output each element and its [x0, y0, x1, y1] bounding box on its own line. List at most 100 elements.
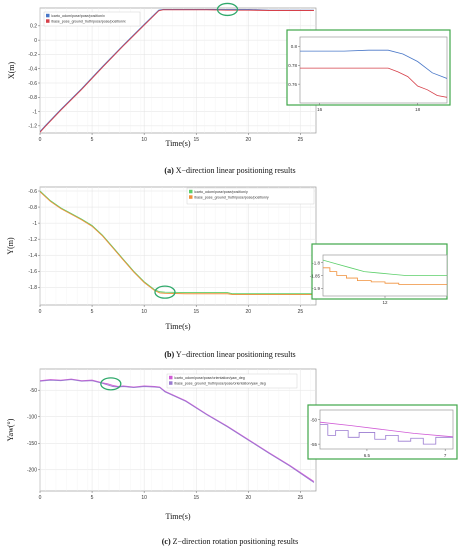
x-tick-label: 10	[141, 309, 147, 315]
series-line-c-1	[40, 379, 315, 483]
x-tick-label: 16	[317, 107, 323, 112]
x-tick-label: 5	[91, 309, 94, 315]
plot-area-c-inset	[319, 409, 454, 450]
x-tick-label: 15	[193, 495, 199, 501]
legend-swatch	[46, 13, 50, 18]
series-group-a	[40, 8, 314, 133]
chart-a-inset: 16 18 0.8 0.78 0.76	[286, 29, 451, 112]
series-group-c	[40, 378, 315, 483]
y-tick-label: -1.6	[28, 269, 37, 275]
legend-a: /carto_odom/pose/pose/position/x/base_po…	[43, 11, 141, 27]
y-tick-label: -0.4	[28, 67, 37, 73]
x-tick-label: 20	[246, 309, 252, 315]
legend-swatch	[46, 19, 50, 23]
y-tick-label: -1.8	[28, 285, 37, 291]
y-tick-label: -0.8	[28, 205, 37, 211]
caption-b-tag: (b)	[164, 350, 175, 359]
x-tick-label: 0	[39, 309, 42, 315]
series-line-b-0	[40, 190, 314, 295]
y-tick-label: -1.9	[312, 286, 320, 291]
y-tick-label: -0.6	[28, 81, 37, 87]
caption-c-text: Z−direction rotation positioning results	[172, 537, 299, 546]
grid-a	[39, 8, 316, 133]
chart-b: 0 5 10 15 20 25 -0.6 -0.8 -1 -1.2 -1.4 -1.6 -1.8 Time…	[6, 186, 317, 331]
chart-a: 0 5 10 15 20 25 0.2 0 -0.2 -0.4 -0.6 -0.8 -1 -1.2 Time…	[7, 2, 317, 148]
y-tick-label: 0	[34, 38, 37, 44]
x-tick-label: 10	[141, 137, 147, 143]
y-tick-label: -1.85	[310, 273, 321, 278]
y-tick-label: -1.2	[28, 237, 37, 243]
legend-label: /carto_odom/pose/pose/position/y	[194, 190, 248, 194]
x-tick-label: 0	[39, 137, 42, 143]
caption-c-tag: (c)	[161, 537, 171, 546]
x-tick-label: 25	[298, 495, 304, 501]
x-tick-label: 15	[193, 137, 199, 143]
caption-a: (a) X−direction linear positioning resul…	[0, 166, 460, 175]
series-line-b-inset-1	[323, 267, 447, 285]
y-tick-label: -0.6	[28, 189, 37, 195]
series-line-b-1	[40, 191, 314, 296]
series-group-c-inset	[320, 421, 453, 445]
y-tick-label: -150	[27, 441, 37, 447]
legend-swatch	[189, 195, 193, 199]
x-tick-label: 20	[246, 495, 252, 501]
plot-area-b	[39, 186, 317, 306]
plot-area-a	[39, 7, 317, 134]
x-tick-label: 10	[141, 495, 147, 501]
series-line-c-inset-1	[320, 424, 453, 445]
y-tick-label: -100	[27, 415, 37, 421]
y-axis-label: Y(m)	[6, 237, 15, 255]
y-tick-label: 0.78	[288, 63, 297, 68]
y-tick-label: -1	[33, 109, 38, 115]
highlight-ellipse-a	[216, 2, 239, 17]
series-line-a-inset-1	[300, 67, 447, 98]
legend-label: /carto_odom/pose/pose/orientation/yaw_de…	[174, 376, 245, 380]
legend-c: /carto_odom/pose/pose/orientation/yaw_de…	[166, 373, 298, 389]
y-tick-label: -1	[33, 221, 38, 227]
legend-label: /base_pose_ground_truth/pose/pose/orient…	[174, 382, 266, 386]
y-axis-label: Yaw(°)	[6, 418, 15, 441]
legend-label: /base_pose_ground_truth/pose/pose/positi…	[51, 20, 126, 24]
highlight-ellipse-c	[100, 377, 122, 391]
y-tick-label: -0.2	[28, 52, 37, 58]
grid-c	[39, 369, 316, 491]
x-tick-label: 18	[415, 107, 421, 112]
legend-swatch	[169, 375, 173, 380]
chart-c: 0 5 10 15 20 25 -50 -100 -150 -200 Time(s) Yaw(°) /c…	[6, 368, 317, 521]
x-tick-label: 25	[298, 137, 304, 143]
x-tick-label: 5	[91, 495, 94, 501]
y-tick-label: -0.8	[28, 95, 37, 101]
series-group-a-inset	[300, 49, 447, 98]
x-tick-label: 12	[382, 300, 388, 305]
legend-box	[186, 187, 315, 205]
legend-swatch	[169, 381, 173, 385]
highlight-ellipse-b	[154, 285, 176, 299]
x-axis-label: Time(s)	[165, 322, 190, 331]
plot-area-a-inset	[299, 36, 448, 104]
caption-c: (c) Z−direction rotation positioning res…	[0, 537, 460, 546]
y-axis-label: X(m)	[7, 62, 16, 80]
legend-b: /carto_odom/pose/pose/position/y/base_po…	[186, 187, 315, 205]
series-line-a-1	[40, 9, 314, 133]
x-tick-label: 6.5	[364, 453, 371, 458]
plot-area-c	[39, 368, 317, 492]
y-tick-label: 0.2	[30, 24, 37, 30]
series-group-b-inset	[323, 259, 447, 285]
caption-a-tag: (a)	[164, 166, 174, 175]
legend-swatch	[189, 189, 193, 194]
series-line-c-inset-0	[320, 421, 453, 438]
y-tick-label: -1.8	[312, 260, 320, 265]
y-tick-label: -1.4	[28, 253, 37, 259]
legend-box	[43, 11, 141, 27]
y-tick-label: -50	[310, 418, 317, 423]
y-tick-label: -1.2	[28, 124, 37, 130]
series-group-b	[40, 190, 314, 296]
x-axis-label: Time(s)	[165, 512, 190, 521]
x-axis-label: Time(s)	[165, 139, 190, 148]
series-line-b-inset-0	[323, 259, 447, 276]
chart-c-inset: 6.5 7 -50 -55	[307, 404, 458, 460]
legend-box	[166, 373, 298, 389]
caption-b: (b) Y−direction linear positioning resul…	[0, 350, 460, 359]
x-tick-label: 0	[39, 495, 42, 501]
